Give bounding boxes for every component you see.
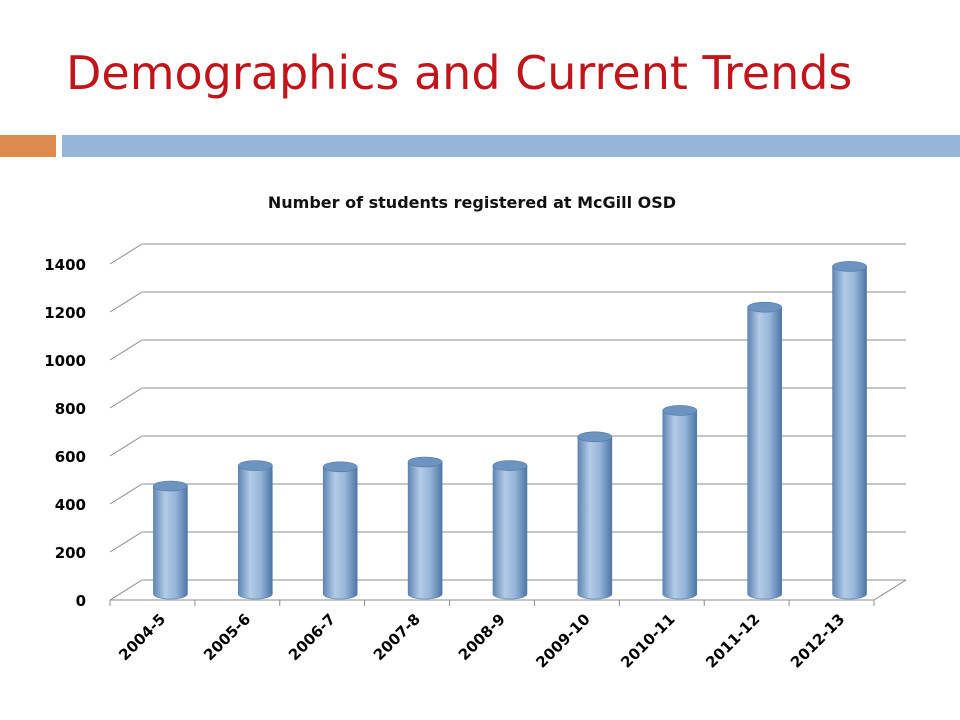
- gridline-depth: [109, 531, 143, 553]
- chart-plot-area: 0 200 400 600 800 1000 1200 1400 2004-5 2005-6 200…: [44, 243, 907, 672]
- x-tick-label: 2006-7: [285, 610, 339, 664]
- bar-top: [492, 460, 528, 471]
- bar: [238, 465, 273, 600]
- bar: [322, 466, 358, 600]
- bar: [407, 461, 443, 600]
- chart-title: Number of students registered at McGill …: [268, 193, 676, 212]
- x-tick-label: 2010-11: [617, 610, 678, 671]
- y-tick-label: 800: [55, 400, 86, 418]
- x-tick-label: 2009-10: [532, 610, 593, 671]
- y-tick-label: 1000: [44, 352, 86, 370]
- bar: [662, 410, 698, 600]
- bar-top: [153, 480, 188, 492]
- floor-edge: [873, 579, 907, 601]
- bar: [747, 306, 782, 600]
- bar-top: [238, 460, 273, 471]
- bar-top: [747, 301, 782, 313]
- bar-top: [322, 461, 358, 473]
- gridline-depth: [109, 435, 143, 457]
- gridline-depth: [109, 243, 143, 265]
- accent-bar: [0, 135, 56, 157]
- x-tick-label: 2005-6: [200, 610, 254, 664]
- bar: [492, 465, 528, 600]
- y-tick-label: 0: [76, 592, 86, 610]
- y-tick-label: 1400: [44, 256, 86, 274]
- x-tick-label: 2004-5: [115, 610, 169, 664]
- bar-top: [577, 431, 613, 443]
- title-rule: [62, 135, 960, 157]
- x-tick-label: 2008-9: [455, 610, 509, 664]
- gridline-depth: [109, 291, 143, 313]
- y-tick-label: 1200: [44, 304, 86, 322]
- bar-top: [832, 261, 867, 272]
- gridline-depth: [109, 387, 143, 409]
- bar: [832, 266, 867, 600]
- bar: [153, 485, 188, 600]
- y-tick-label: 600: [55, 448, 86, 466]
- bar-top: [407, 456, 443, 468]
- bar: [577, 436, 613, 600]
- gridline-depth: [109, 579, 143, 601]
- gridline-depth: [109, 483, 143, 505]
- bar-top: [662, 405, 698, 416]
- x-tick-label: 2012-13: [787, 610, 848, 671]
- gridline-depth: [109, 339, 143, 361]
- slide-title: Demographics and Current Trends: [66, 46, 853, 100]
- y-tick-label: 200: [55, 544, 86, 562]
- y-tick-label: 400: [55, 496, 86, 514]
- x-tick-label: 2007-8: [370, 610, 424, 664]
- x-tick-label: 2011-12: [702, 610, 763, 671]
